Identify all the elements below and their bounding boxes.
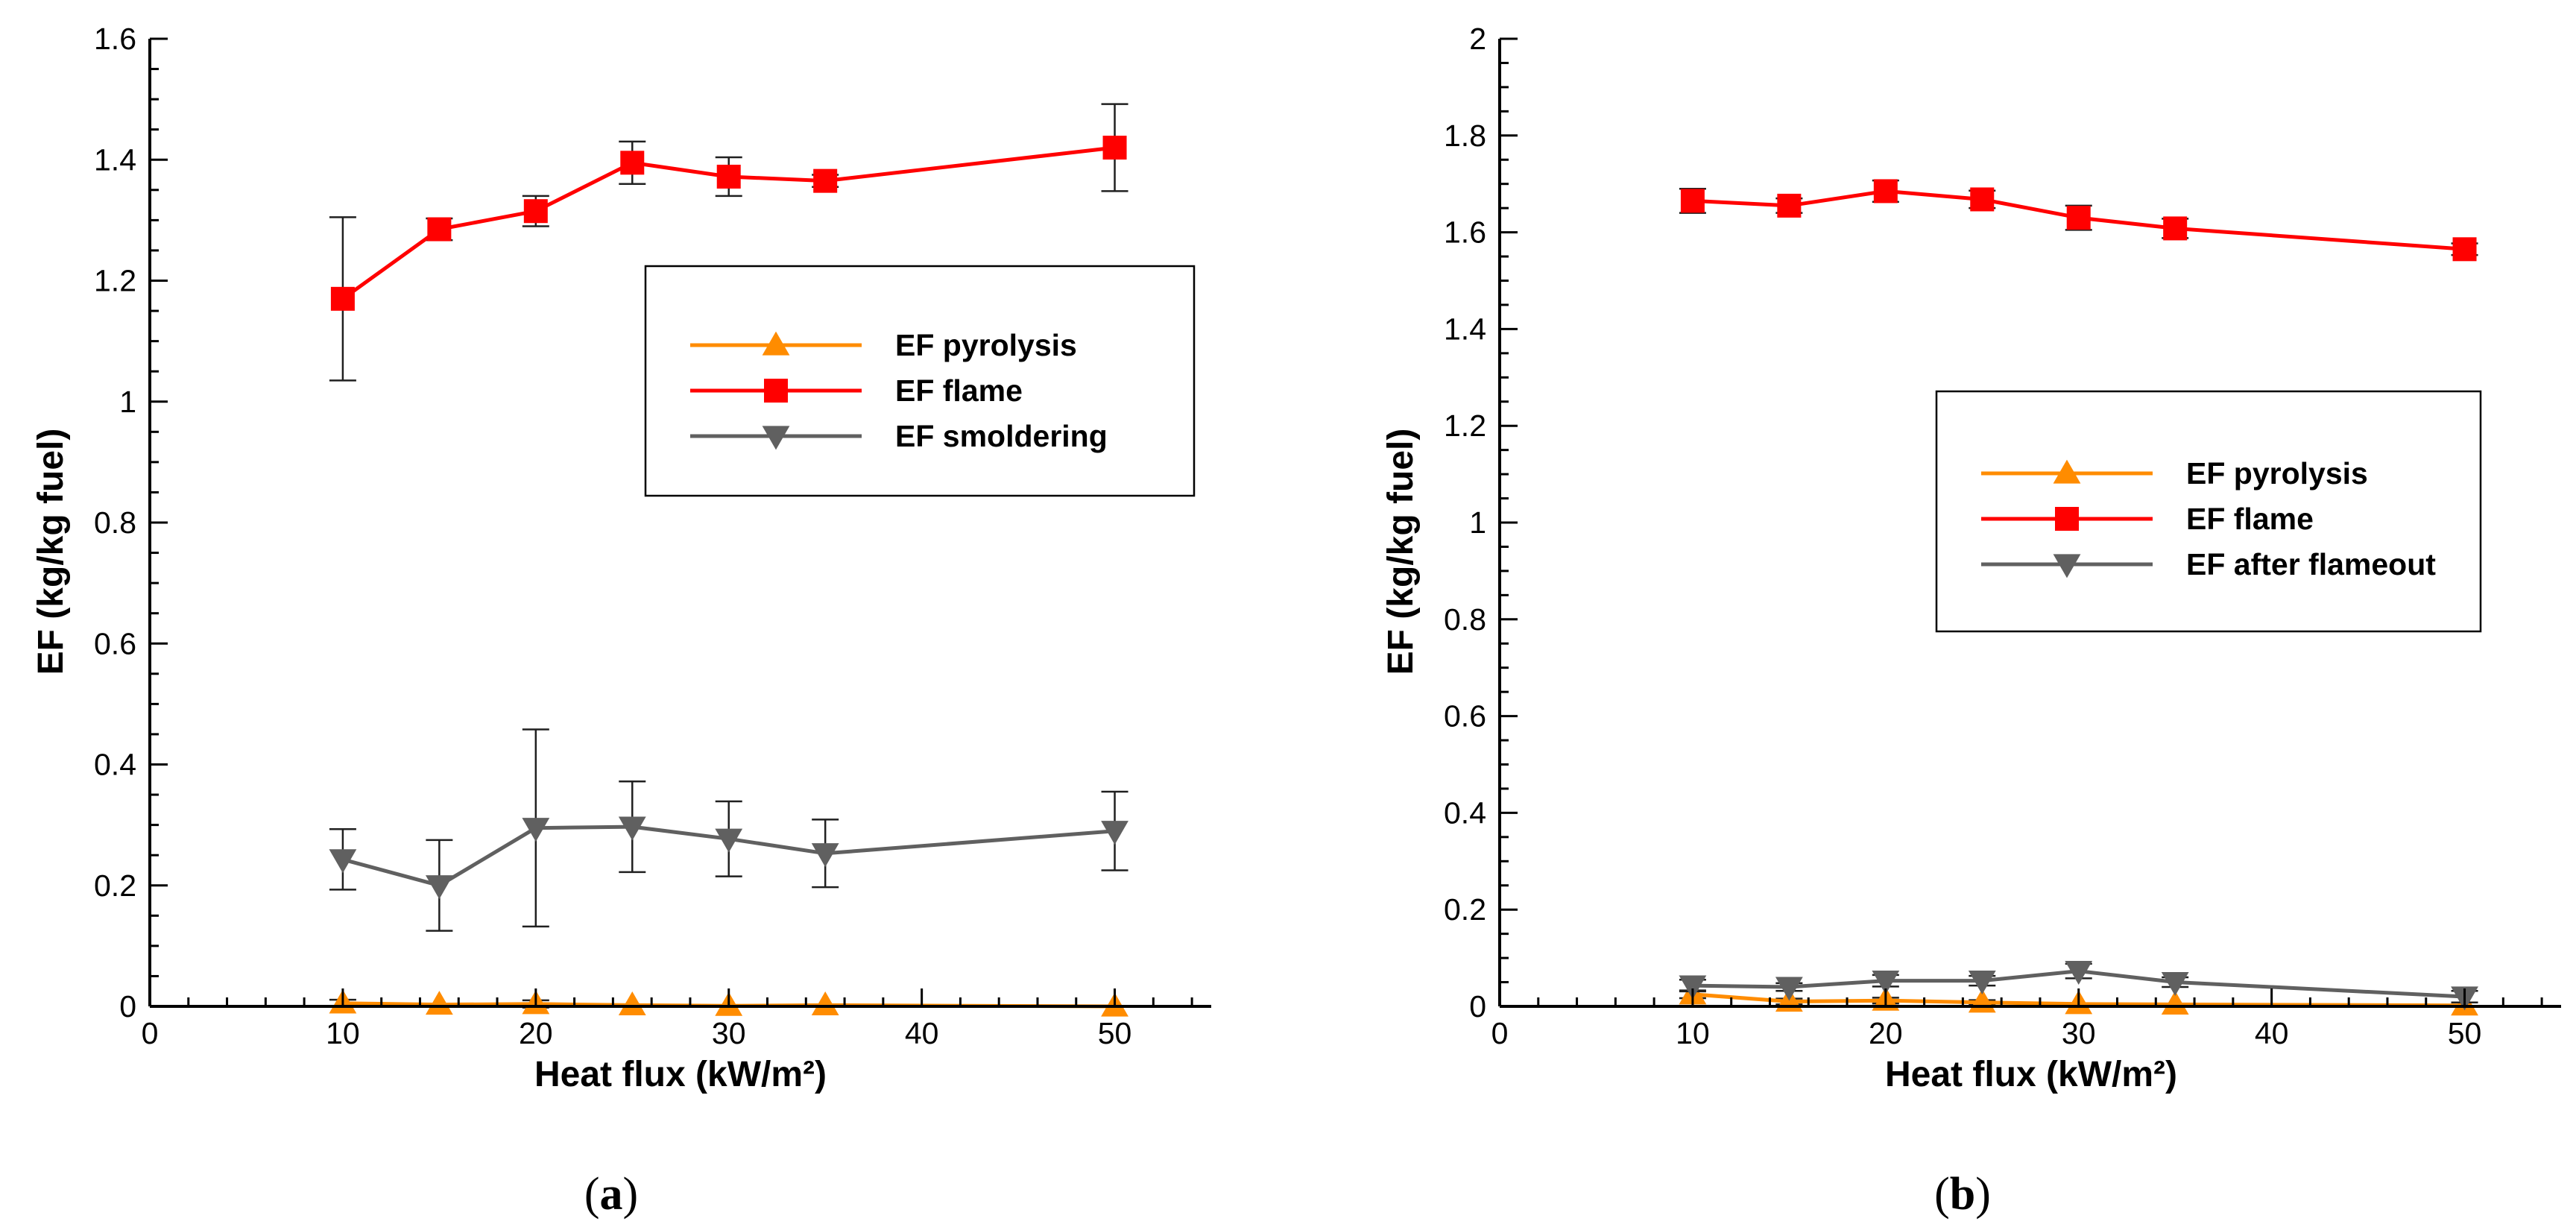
panel-a-legend-ef-pyrolysis-label: EF pyrolysis <box>895 328 1077 362</box>
panel-a-x-tick-label: 40 <box>905 1016 939 1050</box>
panel-a-series-ef-smoldering-point <box>522 818 550 842</box>
panel-a-x-tick-label: 10 <box>326 1016 360 1050</box>
panel-b-y-tick-label: 1.2 <box>1444 409 1486 443</box>
panel-b-marks <box>1679 179 2478 1016</box>
panel-b-series-ef-flame-point <box>2452 237 2477 262</box>
panel-b-series-ef-flame-point <box>1777 193 1802 218</box>
panel-b-series-ef-after-flameout-point <box>1968 971 1996 995</box>
panel-b-y-tick-label: 1.6 <box>1444 215 1486 250</box>
panel-b-series-ef-flame-point <box>1873 179 1898 204</box>
panel-b-y-tick-label: 2 <box>1469 22 1486 56</box>
panel-a-x-axis-title: Heat flux (kW/m²) <box>534 1055 827 1094</box>
panel-b-series-ef-after-flameout-point <box>2065 961 2093 985</box>
panel-b-legend-ef-pyrolysis-marker <box>2053 459 2081 484</box>
panel-b-y-tick-label: 0.6 <box>1444 699 1486 734</box>
panel-a-series-ef-smoldering-point <box>425 875 453 900</box>
panel-a-x-tick-label: 30 <box>712 1016 746 1050</box>
panel-b-x-tick-label: 30 <box>2062 1016 2096 1050</box>
panel-b-y-tick-label: 0.4 <box>1444 795 1486 830</box>
panel-b-y-tick-label: 1.4 <box>1444 312 1486 346</box>
panel-b-x-tick-label: 20 <box>1869 1016 1903 1050</box>
panel-a-y-tick-label: 0.6 <box>94 626 136 660</box>
panel-a-y-tick-label: 0.2 <box>94 868 136 903</box>
panel-a-y-axis-title: EF (kg/kg fuel) <box>31 429 71 675</box>
panel-b-legend-ef-after-flameout-label: EF after flameout <box>2186 547 2436 581</box>
panel-a-axes: 0 10 20 30 40 50 0 0.2 0.4 0.6 0.8 1 1.2 1.4 1.6 <box>94 22 1211 1050</box>
panel-a-y-tick-label: 0.4 <box>94 748 136 782</box>
panel-b-x-tick-label: 40 <box>2255 1016 2289 1050</box>
panel-b-legend-ef-after-flameout-marker <box>2053 554 2081 578</box>
panel-b-legend-box <box>1935 390 2482 633</box>
panel-a-label: (a) <box>584 1169 638 1220</box>
panel-a-series-ef-pyrolysis-point <box>425 991 453 1015</box>
panel-a-legend-box <box>644 265 1196 497</box>
panel-a-y-tick-label: 1.2 <box>94 264 136 298</box>
panel-b-series-ef-after-flameout-point <box>2161 971 2189 996</box>
panel-a-series-ef-pyrolysis-point <box>618 991 646 1015</box>
panel-a-x-tick-label: 0 <box>142 1016 159 1050</box>
chart-panel-b: EF pyrolysis EF flame EF after flameout 0 1… <box>1381 22 2561 1220</box>
panel-a-series-ef-flame-point <box>330 286 355 311</box>
panel-b-y-tick-label: 0.8 <box>1444 602 1486 637</box>
panel-b-series-ef-flame-point <box>1970 187 1995 212</box>
panel-a-legend-ef-flame-label: EF flame <box>895 373 1023 408</box>
panel-a-series-ef-flame-point <box>813 168 838 193</box>
panel-b-series-ef-flame-point <box>2066 206 2091 230</box>
panel-a-y-tick-label: 1.6 <box>94 22 136 56</box>
panel-b-y-tick-label: 1 <box>1469 505 1486 540</box>
panel-b-series-ef-flame-point <box>1680 189 1705 213</box>
panel-a-series-ef-pyrolysis-point <box>811 991 839 1015</box>
panel-a-series-ef-flame-point <box>716 164 741 189</box>
panel-a-series-ef-flame-point <box>427 217 452 242</box>
panel-b-label-letter: b <box>1950 1169 1975 1220</box>
panel-b-legend-ef-pyrolysis-label: EF pyrolysis <box>2186 456 2368 491</box>
panel-a-legend-ef-smoldering-label: EF smoldering <box>895 419 1108 453</box>
panel-b-y-tick-label: 0 <box>1469 989 1486 1024</box>
panel-a-legend-ef-smoldering-marker <box>762 426 790 450</box>
panel-b-legend: EF pyrolysis EF flame EF after flameout <box>1935 390 2482 633</box>
panel-a-legend: EF pyrolysis EF flame EF smoldering <box>644 265 1196 497</box>
panel-a-y-tick-label: 0.8 <box>94 505 136 540</box>
panel-a-legend-ef-pyrolysis-marker <box>762 331 790 356</box>
panel-b-legend-ef-flame-marker <box>2055 507 2079 531</box>
panel-a-series-ef-smoldering-point <box>618 816 646 841</box>
panel-a-series-ef-smoldering-point <box>329 849 357 874</box>
panel-a-legend-ef-flame-marker <box>764 379 788 403</box>
panel-a-series-ef-flame-point <box>1102 136 1127 160</box>
panel-a-y-tick-label: 0 <box>119 989 136 1024</box>
panel-a-series-ef-smoldering-point <box>715 828 743 853</box>
panel-b-series-ef-after-flameout-point <box>1775 977 1803 1001</box>
panel-b-x-axis-title: Heat flux (kW/m²) <box>1885 1055 2177 1094</box>
panel-b-x-tick-label: 50 <box>2448 1016 2482 1050</box>
panel-a-x-tick-label: 50 <box>1098 1016 1132 1050</box>
panel-b-series-ef-pyrolysis-point <box>2161 991 2189 1015</box>
panel-a-y-tick-label: 1.4 <box>94 142 136 177</box>
panel-a-label-letter: a <box>600 1169 623 1220</box>
panel-b-x-tick-label: 10 <box>1676 1016 1710 1050</box>
panel-b-y-axis-title: EF (kg/kg fuel) <box>1381 429 1421 675</box>
panel-a-x-tick-label: 20 <box>519 1016 553 1050</box>
panel-b-series-ef-after-flameout-point <box>1679 975 1707 1000</box>
panel-b-y-tick-label: 0.2 <box>1444 892 1486 927</box>
panel-a-y-tick-label: 1 <box>119 385 136 419</box>
panel-a-series-ef-flame-point <box>523 199 548 224</box>
panel-b-series-ef-after-flameout-point <box>1872 971 1900 995</box>
panel-b-axes: 0 10 20 30 40 50 0 0.2 0.4 0.6 0.8 1 1.2 1.4 1.6 1.8 2 <box>1444 22 2561 1050</box>
panel-b-label: (b) <box>1934 1169 1991 1220</box>
panel-a-series-ef-flame-point <box>620 151 645 175</box>
panel-a-series-ef-smoldering-point <box>811 843 839 868</box>
panel-b-series-ef-flame-point <box>2163 216 2188 241</box>
panel-b-legend-ef-flame-label: EF flame <box>2186 502 2314 536</box>
panel-b-x-tick-label: 0 <box>1491 1016 1509 1050</box>
panel-a-series-ef-smoldering-point <box>1101 821 1128 845</box>
panel-b-y-tick-label: 1.8 <box>1444 119 1486 153</box>
